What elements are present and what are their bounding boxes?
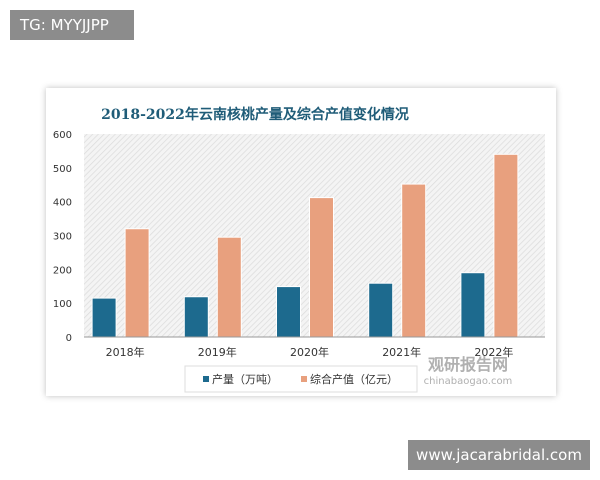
y-tick-label: 200 [53, 265, 72, 276]
watermark-en: chinabaogao.com [424, 376, 513, 387]
site-label: www.jacarabridal.com [408, 440, 590, 470]
legend-label-value: 综合产值（亿元） [310, 372, 398, 386]
watermark-cn: 观研报告网 [428, 355, 508, 374]
y-tick-label: 100 [53, 299, 72, 310]
bar-value [401, 183, 427, 338]
legend-label-production: 产量（万吨） [212, 372, 278, 386]
bar-production [460, 272, 486, 338]
legend-swatch-value [301, 376, 307, 382]
bar-value [493, 153, 519, 338]
bar-value [124, 228, 150, 338]
x-tick-label: 2022年 [474, 345, 513, 359]
bar-value [216, 236, 242, 338]
bar-value [309, 197, 334, 338]
x-tick-label: 2018年 [106, 345, 145, 359]
y-tick-label: 0 [66, 333, 72, 344]
bar-production [183, 296, 209, 338]
x-tick-label: 2020年 [290, 345, 329, 359]
x-tick-label: 2019年 [198, 345, 237, 359]
tg-label: TG: MYYJJPP [10, 10, 134, 40]
bar-production [91, 297, 117, 338]
bar-production [368, 282, 394, 338]
legend-swatch-production [203, 376, 209, 382]
y-tick-label: 500 [53, 164, 72, 175]
y-tick-label: 300 [53, 232, 72, 243]
y-tick-label: 600 [53, 130, 72, 141]
chart-title: 2018-2022年云南核桃产量及综合产值变化情况 [101, 106, 409, 123]
x-tick-label: 2021年 [382, 345, 421, 359]
y-tick-label: 400 [53, 198, 72, 209]
bar-production [276, 286, 301, 338]
